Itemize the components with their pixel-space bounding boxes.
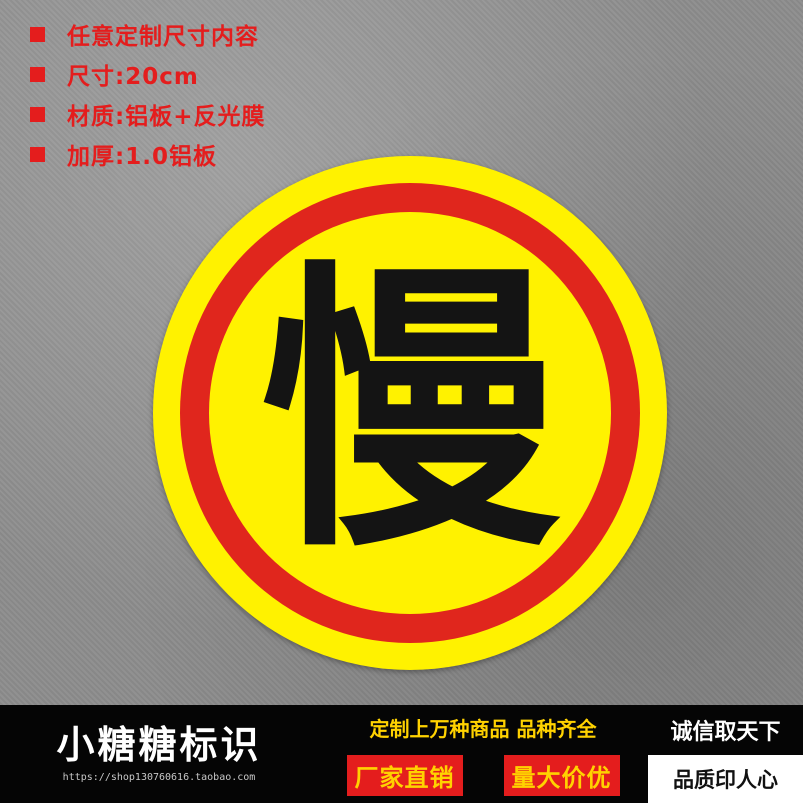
spec-text: 加厚:1.0铝板 bbox=[67, 144, 217, 170]
store-url: https://shop130760616.taobao.com bbox=[62, 772, 256, 784]
spec-item: 加厚:1.0铝板 bbox=[30, 134, 265, 174]
square-bullet-icon bbox=[30, 66, 45, 82]
square-bullet-icon bbox=[30, 146, 45, 162]
spec-text: 材质:铝板+反光膜 bbox=[67, 104, 266, 130]
sign-character: 慢 bbox=[260, 238, 560, 587]
store-title: 小糖糖标识 bbox=[56, 722, 262, 767]
tagline-pills: 厂家直销 量大价优 bbox=[326, 751, 640, 799]
spec-list: 任意定制尺寸内容 尺寸:20cm 材质:铝板+反光膜 加厚:1.0铝板 bbox=[30, 14, 265, 174]
factory-direct-pill: 厂家直销 bbox=[346, 754, 463, 796]
tagline-top: 定制上万种商品 品种齐全 bbox=[369, 716, 597, 741]
square-bullet-icon bbox=[30, 106, 45, 122]
sign-inner-circle: 慢 bbox=[209, 212, 611, 614]
store-banner: 小糖糖标识 https://shop130760616.taobao.com 定… bbox=[0, 705, 803, 803]
spec-text: 任意定制尺寸内容 bbox=[67, 24, 259, 50]
square-bullet-icon bbox=[30, 26, 45, 42]
slogan-top: 诚信取天下 bbox=[648, 705, 803, 755]
slogan-block: 诚信取天下 品质印人心 bbox=[648, 705, 803, 803]
slow-sign: 慢 bbox=[153, 156, 667, 670]
spec-text: 尺寸:20cm bbox=[67, 64, 199, 90]
slogan-bottom: 品质印人心 bbox=[648, 755, 803, 803]
spec-item: 任意定制尺寸内容 bbox=[30, 14, 265, 54]
store-name-block: 小糖糖标识 https://shop130760616.taobao.com bbox=[0, 705, 318, 803]
sign-red-ring: 慢 bbox=[180, 183, 640, 643]
spec-item: 材质:铝板+反光膜 bbox=[30, 94, 265, 134]
spec-item: 尺寸:20cm bbox=[30, 54, 265, 94]
bulk-price-pill: 量大价优 bbox=[503, 754, 620, 796]
tagline-block: 定制上万种商品 品种齐全 厂家直销 量大价优 bbox=[318, 705, 648, 803]
